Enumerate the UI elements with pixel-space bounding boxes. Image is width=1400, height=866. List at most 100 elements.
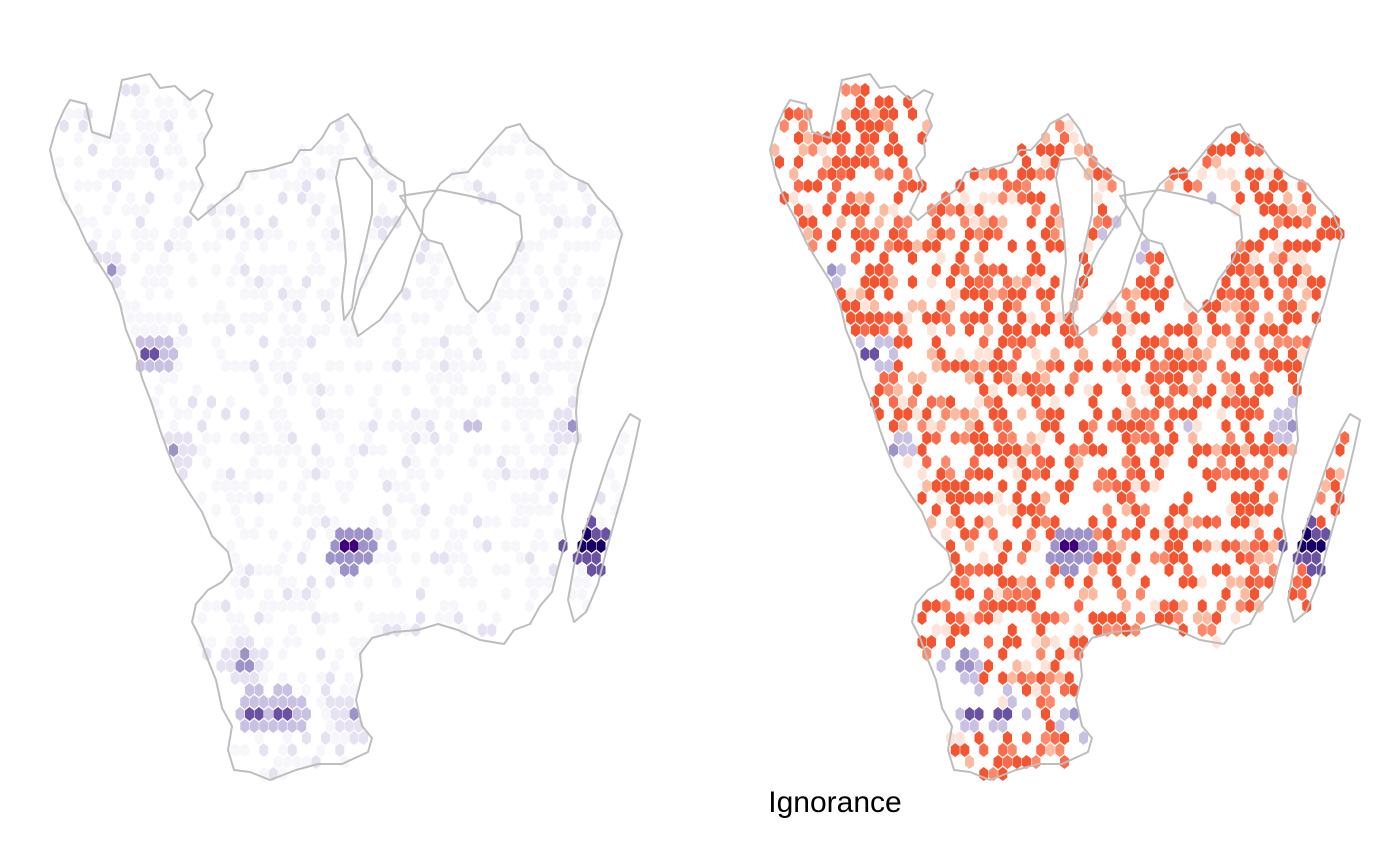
hex-cell [1193,419,1202,433]
hex-cell [430,455,440,469]
hex-cell [154,383,164,397]
hex-cell [477,191,487,205]
hex-cell [259,671,269,685]
hex-cell [444,347,454,361]
hex-cell [1264,359,1274,373]
hex-cell [1283,359,1293,373]
hex-cell [1254,575,1264,589]
hex-cell [1193,443,1202,457]
hex-cell [1216,455,1226,469]
hex-cell [1311,551,1321,565]
hex-cell [568,419,577,433]
hex-cell [1259,443,1269,457]
hex-cell [97,167,107,181]
hex-cell [1169,407,1179,421]
hex-cell [993,395,1003,409]
hex-cell [254,611,264,625]
hex-cell [316,143,326,157]
hex-cell [917,371,927,385]
hex-cell [1231,539,1240,553]
hex-cell [1031,635,1041,649]
hex-cell [1098,443,1107,457]
hex-cell [435,371,444,385]
hex-cell [974,515,984,529]
hex-cell [249,311,259,325]
hex-cell [1022,539,1031,553]
hex-cell [1003,323,1012,337]
hex-cell [587,539,596,553]
hex-cell [1136,419,1145,433]
hex-cell [1017,671,1027,685]
hex-cell [420,431,430,445]
hex-cell [397,611,406,625]
hex-cell [164,335,174,349]
hex-cell [779,119,789,133]
hex-cell [903,167,913,181]
hex-cell [874,359,884,373]
hex-cell [1121,287,1131,301]
hex-cell [430,263,440,277]
hex-cell [515,335,525,349]
hex-cell [1164,515,1174,529]
hex-cell [903,95,913,109]
hex-cell [889,131,898,145]
hex-cell [1231,371,1240,385]
hex-cell [998,335,1008,349]
hex-cell [278,719,288,733]
hex-cell [1288,395,1297,409]
hex-cell [1055,359,1065,373]
hex-cell [416,587,425,601]
hex-cell [102,251,112,265]
hex-cell [454,539,463,553]
hex-cell [813,227,822,241]
hex-cell [912,383,922,397]
hex-cell [969,311,979,325]
hex-cell [931,239,941,253]
hex-cell [273,707,283,721]
hex-cell [927,515,936,529]
hex-cell [1169,551,1179,565]
hex-cell [874,119,884,133]
hex-cell [249,671,259,685]
hex-cell [884,263,894,277]
hex-cell [549,227,558,241]
hex-cell [1221,371,1231,385]
hex-cell [183,239,193,253]
hex-cell [1041,611,1050,625]
hex-cell [240,287,250,301]
hex-cell [893,407,903,421]
hex-cell [955,611,965,625]
hex-cell [591,527,601,541]
hex-cell [1264,503,1274,517]
hex-cell [335,479,345,493]
hex-cell [197,611,207,625]
hex-cell [922,455,932,469]
hex-cell [572,215,582,229]
hex-cell [525,287,535,301]
hex-cell [1136,251,1145,265]
hex-cell [1240,539,1250,553]
hex-cell [525,503,535,517]
hex-cell [544,191,554,205]
hex-cell [1183,347,1193,361]
hex-cell [458,551,468,565]
hex-cell [221,599,231,613]
hex-cell [1007,287,1017,301]
hex-cell [240,431,250,445]
hex-cell [230,743,240,757]
hex-cell [240,215,250,229]
hex-cell [1041,227,1050,241]
hex-cell [936,227,946,241]
hex-cell [960,191,970,205]
hex-cell [525,143,535,157]
hex-cell [140,155,150,169]
hex-cell [1178,383,1188,397]
hex-cell [245,275,254,289]
hex-cell [1254,503,1264,517]
hex-cell [841,83,851,97]
hex-cell [1031,587,1041,601]
hex-cell [965,587,974,601]
hex-cell [1207,335,1217,349]
hex-cell [539,539,549,553]
hex-cell [382,215,392,229]
